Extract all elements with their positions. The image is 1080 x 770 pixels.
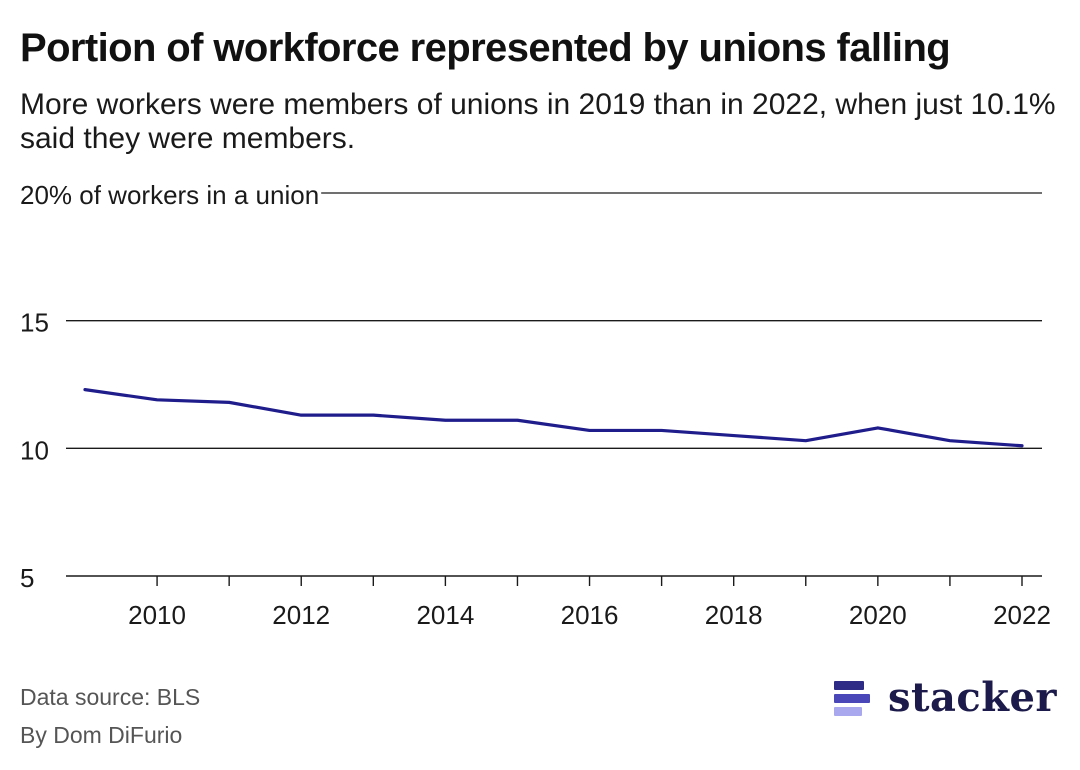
stacker-logo-text: stacker	[888, 673, 1058, 721]
y-tick-label: 10	[20, 435, 49, 465]
y-tick-label: 5	[20, 563, 34, 593]
line-chart: 5 10 15 20% of workers in a union 2010 2012 20…	[20, 180, 1051, 630]
stacker-logo-icon	[834, 677, 874, 717]
y-tick-label: 15	[20, 308, 49, 338]
x-tick-label: 2014	[416, 600, 474, 630]
x-tick-label: 2018	[705, 600, 763, 630]
y-tick-label: 20% of workers in a union	[20, 180, 319, 210]
x-tick-label: 2012	[272, 600, 330, 630]
chart-title: Portion of workforce represented by unio…	[20, 26, 951, 70]
x-tick-label: 2016	[561, 600, 619, 630]
chart-subtitle: More workers were members of unions in 2…	[20, 88, 1056, 155]
x-tick-label: 2020	[849, 600, 907, 630]
stacker-logo: stacker	[834, 672, 1057, 722]
series-line	[83, 388, 1024, 448]
byline-text: By Dom DiFurio	[20, 722, 183, 748]
data-source-text: Data source: BLS	[20, 684, 201, 710]
x-tick-label: 2022	[993, 600, 1051, 630]
x-tick-label: 2010	[128, 600, 186, 630]
